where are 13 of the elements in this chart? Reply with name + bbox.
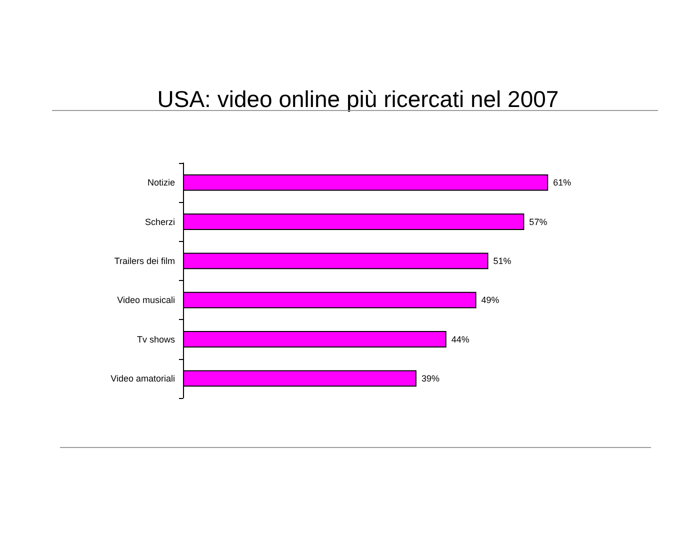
chart-title: USA: video online più ricercati nel 2007 (156, 86, 560, 113)
y-tick-label: Video musicali (117, 295, 175, 306)
data-label: 51% (493, 256, 512, 266)
data-label: 49% (481, 295, 500, 306)
y-tick-label: Trailers dei film (114, 256, 175, 266)
data-label: 44% (451, 334, 470, 344)
y-tick-label: Video amatoriali (110, 373, 175, 384)
data-label: 39% (421, 373, 440, 384)
data-label: 57% (529, 216, 548, 227)
data-label: 61% (553, 178, 572, 188)
y-tick-label: Tv shows (136, 334, 176, 344)
y-tick-label: Scherzi (144, 216, 175, 227)
y-tick-label: Notizie (147, 178, 175, 188)
